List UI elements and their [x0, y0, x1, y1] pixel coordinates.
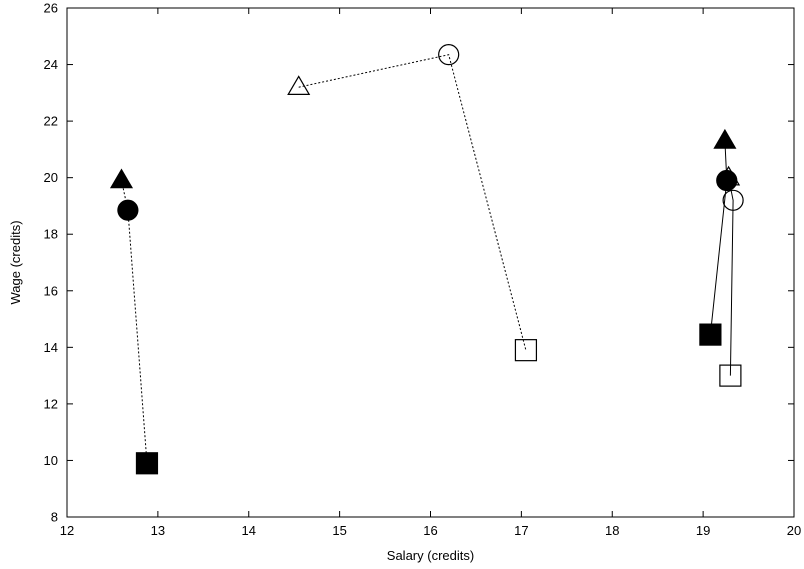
data-markers	[109, 44, 744, 475]
x-tick-label: 17	[514, 523, 528, 538]
x-axis-label: Salary (credits)	[387, 548, 474, 563]
y-tick-label: 14	[44, 340, 58, 355]
x-tick-label: 13	[151, 523, 165, 538]
y-tick-label: 10	[44, 453, 58, 468]
x-tick-label: 15	[332, 523, 346, 538]
x-tick-label: 18	[605, 523, 619, 538]
circle-marker	[117, 199, 139, 221]
x-tick-label: 14	[242, 523, 256, 538]
triangle-marker	[713, 128, 737, 149]
square-marker	[699, 323, 722, 346]
x-tick-label: 12	[60, 523, 74, 538]
series-line	[121, 180, 148, 464]
y-tick-label: 20	[44, 170, 58, 185]
x-tick-label: 19	[696, 523, 710, 538]
triangle-marker	[109, 168, 134, 189]
triangle-marker	[717, 165, 741, 186]
series-line	[298, 54, 527, 351]
series-line	[709, 140, 728, 335]
circle-marker	[716, 169, 738, 192]
square-marker	[135, 452, 159, 475]
series-line	[728, 177, 734, 376]
y-tick-label: 8	[51, 510, 58, 525]
circle-marker	[722, 189, 744, 211]
axis-ticks: 12 13 14 15 16 17 18 19 20 8 10 12 14 16 18 20 22 24 26	[44, 1, 802, 539]
circle-marker	[438, 44, 460, 66]
y-tick-label: 22	[44, 114, 58, 129]
plot-frame	[66, 7, 795, 518]
triangle-marker	[287, 75, 311, 96]
x-tick-label: 20	[787, 523, 801, 538]
y-axis-label: Wage (credits)	[8, 220, 23, 304]
y-tick-label: 18	[44, 227, 58, 242]
y-tick-label: 26	[44, 1, 58, 16]
y-tick-label: 24	[44, 57, 58, 72]
connector-lines	[121, 54, 734, 464]
square-marker	[719, 364, 742, 387]
y-tick-label: 16	[44, 283, 58, 298]
square-marker	[514, 339, 538, 362]
x-tick-label: 16	[423, 523, 437, 538]
y-tick-label: 12	[44, 396, 58, 411]
